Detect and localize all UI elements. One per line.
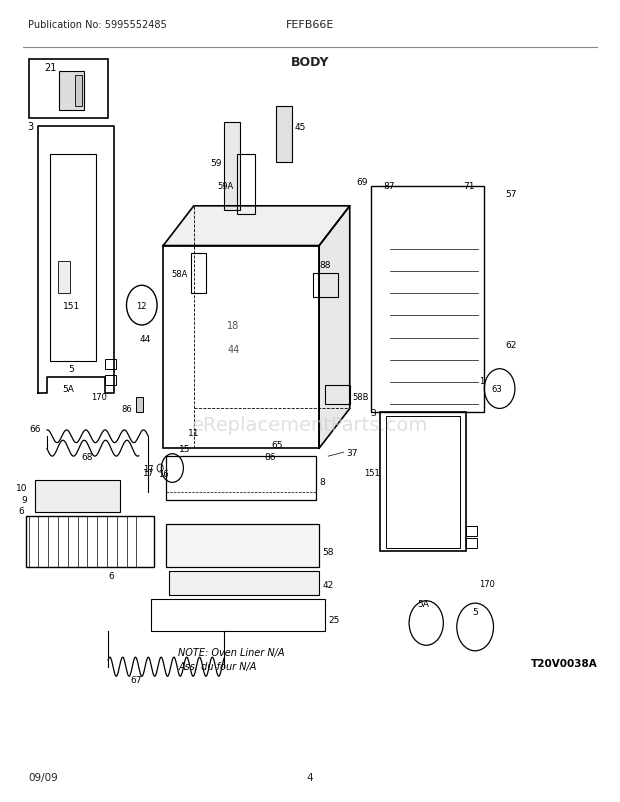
- Text: eReplacementParts.com: eReplacementParts.com: [192, 415, 428, 435]
- Text: 18: 18: [228, 321, 240, 330]
- Text: T20V0038A: T20V0038A: [531, 658, 598, 668]
- Text: 21: 21: [44, 63, 56, 73]
- Text: Publication No: 5995552485: Publication No: 5995552485: [28, 20, 167, 30]
- Text: 45: 45: [294, 123, 306, 132]
- Text: 71: 71: [463, 182, 475, 191]
- Text: 9: 9: [22, 496, 27, 504]
- Text: 12: 12: [136, 302, 147, 310]
- Text: 16: 16: [158, 469, 169, 479]
- Text: 86: 86: [265, 452, 277, 461]
- Text: 57: 57: [506, 190, 517, 199]
- Text: 88: 88: [319, 261, 331, 270]
- FancyBboxPatch shape: [224, 124, 240, 210]
- Text: 5A: 5A: [417, 599, 429, 608]
- Text: 68: 68: [81, 452, 92, 461]
- Text: 5: 5: [472, 607, 478, 616]
- Text: 4: 4: [307, 772, 313, 782]
- Text: 86: 86: [122, 404, 133, 414]
- Polygon shape: [163, 207, 350, 246]
- FancyBboxPatch shape: [166, 524, 319, 568]
- Text: 58A: 58A: [171, 269, 188, 278]
- Text: 170: 170: [479, 579, 495, 588]
- Text: 6: 6: [18, 506, 24, 516]
- Text: 58B: 58B: [353, 392, 370, 402]
- Text: 63: 63: [491, 385, 502, 394]
- Text: 11: 11: [188, 428, 200, 437]
- Text: 25: 25: [329, 615, 340, 624]
- Text: 87: 87: [384, 182, 396, 191]
- Text: 44: 44: [228, 344, 240, 354]
- Text: 17: 17: [143, 468, 154, 477]
- Text: 17: 17: [143, 464, 154, 473]
- Text: 62: 62: [506, 341, 517, 350]
- Text: 5A: 5A: [63, 385, 74, 394]
- Text: 59: 59: [210, 159, 221, 168]
- Text: 1: 1: [479, 377, 484, 386]
- Text: 10: 10: [16, 484, 27, 492]
- Text: 42: 42: [322, 581, 334, 589]
- Text: 3: 3: [27, 122, 33, 132]
- Text: 09/09: 09/09: [28, 772, 58, 782]
- Text: 65: 65: [271, 440, 283, 449]
- Text: 69: 69: [356, 178, 368, 187]
- Polygon shape: [319, 207, 350, 448]
- Text: 151: 151: [365, 468, 380, 477]
- Text: 170: 170: [91, 392, 107, 402]
- FancyBboxPatch shape: [60, 71, 84, 111]
- Text: 6: 6: [108, 572, 114, 581]
- FancyBboxPatch shape: [58, 262, 70, 294]
- FancyBboxPatch shape: [169, 572, 319, 595]
- FancyBboxPatch shape: [277, 107, 291, 163]
- FancyBboxPatch shape: [136, 397, 143, 413]
- Text: 37: 37: [347, 448, 358, 457]
- Text: 151: 151: [63, 302, 80, 310]
- Text: NOTE: Oven Liner N/A
Ass. du four N/A: NOTE: Oven Liner N/A Ass. du four N/A: [179, 647, 285, 671]
- Text: 58: 58: [322, 547, 334, 557]
- Text: 8: 8: [319, 477, 325, 487]
- Text: FEFB66E: FEFB66E: [286, 20, 334, 30]
- Text: 15: 15: [179, 444, 191, 453]
- Text: 67: 67: [130, 674, 141, 684]
- Text: 3: 3: [370, 408, 376, 417]
- FancyBboxPatch shape: [74, 75, 82, 107]
- Text: BODY: BODY: [291, 56, 329, 69]
- Text: 66: 66: [29, 424, 40, 433]
- Text: 5: 5: [69, 365, 74, 374]
- Text: 59A: 59A: [217, 182, 234, 191]
- Text: 44: 44: [140, 334, 151, 343]
- FancyBboxPatch shape: [35, 480, 120, 512]
